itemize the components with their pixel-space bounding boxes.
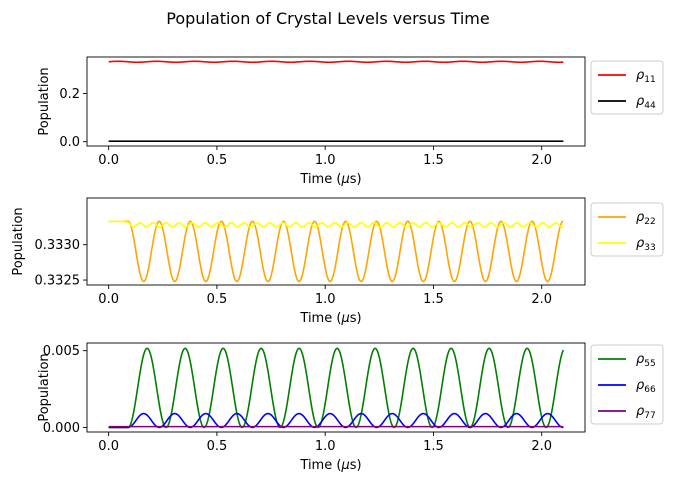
legend-label-22: ρ22	[636, 210, 656, 227]
series-line-55	[108, 347, 565, 429]
legend-label-66: ρ66	[636, 378, 656, 395]
subplots: 0.0 0.5 1.0 1.5 2.0 0.0 0.2 Time (μs) Population…	[11, 56, 664, 473]
legend-label-44: ρ44	[636, 94, 656, 111]
subplot-2: 0.0 0.5 1.0 1.5 2.0 0.3325 0.3330 Time (μs) Popu…	[11, 197, 664, 326]
x-tick-label: 2.0	[531, 439, 552, 454]
y-axis-label: Population	[37, 353, 52, 421]
y-tick-label: 0.3330	[35, 238, 81, 253]
x-tick-label: 1.5	[423, 292, 444, 307]
x-tick-label: 1.5	[423, 439, 444, 454]
legend-label-11: ρ11	[636, 68, 656, 85]
series-line-66	[108, 412, 564, 429]
x-tick-label: 0.5	[207, 439, 228, 454]
x-tick-label: 1.0	[315, 439, 336, 454]
y-axis-label: Population	[37, 67, 52, 135]
x-tick-label: 0.5	[207, 153, 228, 168]
legend-label-55: ρ55	[636, 352, 656, 369]
x-tick-label: 0.0	[98, 292, 119, 307]
x-tick-label: 0.0	[98, 439, 119, 454]
legend-label-33: ρ33	[636, 236, 656, 253]
axes-frame	[86, 342, 586, 433]
series-line-33	[108, 220, 564, 228]
legend: ρ55 ρ66 ρ77	[590, 344, 664, 425]
x-axis-label: Time (μs)	[299, 311, 361, 326]
y-tick-label: 0.005	[43, 344, 80, 359]
series-line-11	[108, 60, 564, 64]
figure-title: Population of Crystal Levels versus Time	[166, 9, 489, 28]
axes-frame	[86, 56, 586, 147]
y-tick-label: 0.3325	[35, 274, 81, 289]
x-axis-label: Time (μs)	[299, 458, 361, 473]
x-tick-label: 0.5	[207, 292, 228, 307]
y-tick-label: 0.2	[59, 87, 80, 102]
series-line-22	[108, 220, 564, 283]
y-tick-label: 0.000	[43, 421, 80, 436]
y-axis-label: Population	[11, 207, 26, 275]
x-tick-label: 1.5	[423, 153, 444, 168]
subplot-1: 0.0 0.5 1.0 1.5 2.0 0.0 0.2 Time (μs) Population…	[37, 56, 664, 187]
x-axis-label: Time (μs)	[299, 172, 361, 187]
x-tick-label: 1.0	[315, 153, 336, 168]
legend: ρ22 ρ33	[590, 202, 664, 257]
y-tick-label: 0.0	[59, 135, 80, 150]
x-tick-label: 1.0	[315, 292, 336, 307]
x-tick-label: 0.0	[98, 153, 119, 168]
x-tick-label: 2.0	[531, 292, 552, 307]
legend: ρ11 ρ44	[590, 60, 664, 115]
x-tick-label: 2.0	[531, 153, 552, 168]
axes-frame	[86, 197, 586, 286]
subplot-3: 0.0 0.5 1.0 1.5 2.0 0.000 0.005 Time (μs) Popula…	[37, 342, 664, 473]
legend-label-77: ρ77	[636, 404, 656, 421]
